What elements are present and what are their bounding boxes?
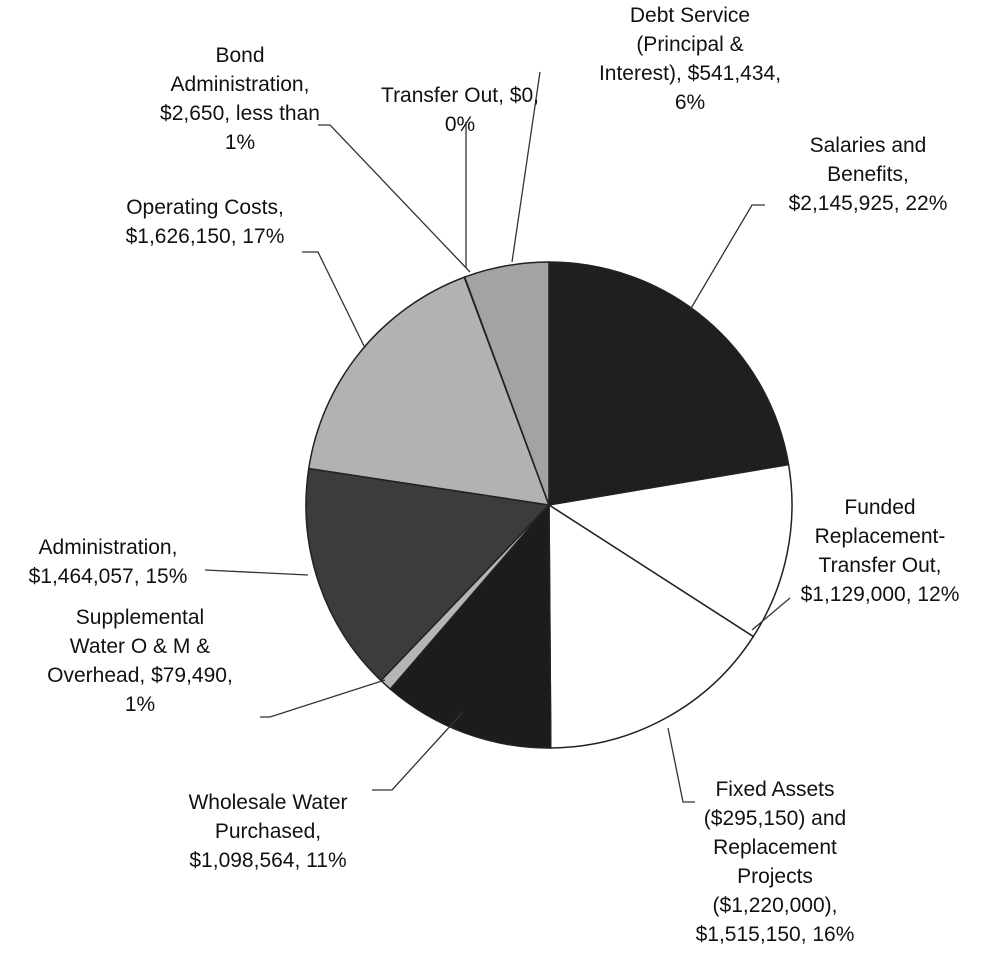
data-label: Operating Costs, $1,626,150, 17% xyxy=(126,196,285,248)
leader-line xyxy=(511,71,541,263)
pie-slice xyxy=(548,261,790,506)
leader-line xyxy=(302,251,366,349)
data-label: Funded Replacement-Transfer Out, $1,129,00… xyxy=(801,496,960,606)
leader-lines xyxy=(204,71,791,803)
leader-line xyxy=(260,679,386,718)
data-label: Bond Administration, $2,650, less than 1% xyxy=(160,44,320,154)
leader-line xyxy=(667,727,695,803)
pie-slice xyxy=(389,502,552,749)
leader-line xyxy=(372,711,464,791)
data-label: Wholesale Water Purchased, $1,098,564, 11% xyxy=(188,791,347,872)
leader-line xyxy=(689,204,765,311)
pie-slice xyxy=(546,463,793,638)
pie-slice xyxy=(463,261,550,506)
leader-line xyxy=(318,124,471,273)
data-label: Fixed Assets ($295,150) and Replacement Pro… xyxy=(696,778,855,946)
data-label: Supplemental Water O & M & Overhead, $79,4… xyxy=(47,606,233,716)
leader-line xyxy=(751,597,791,631)
pie xyxy=(305,261,793,749)
pie-slice xyxy=(548,503,755,749)
data-label: Salaries and Benefits, $2,145,925, 22% xyxy=(789,134,948,215)
data-label: Debt Service (Principal & Interest), $541,… xyxy=(599,4,781,114)
data-label: Administration, $1,464,057, 15% xyxy=(29,536,188,588)
pie-slice xyxy=(305,467,551,682)
data-label: Transfer Out, $0, 0% xyxy=(381,84,539,136)
leader-line xyxy=(204,569,309,576)
pie-slice xyxy=(307,276,551,506)
